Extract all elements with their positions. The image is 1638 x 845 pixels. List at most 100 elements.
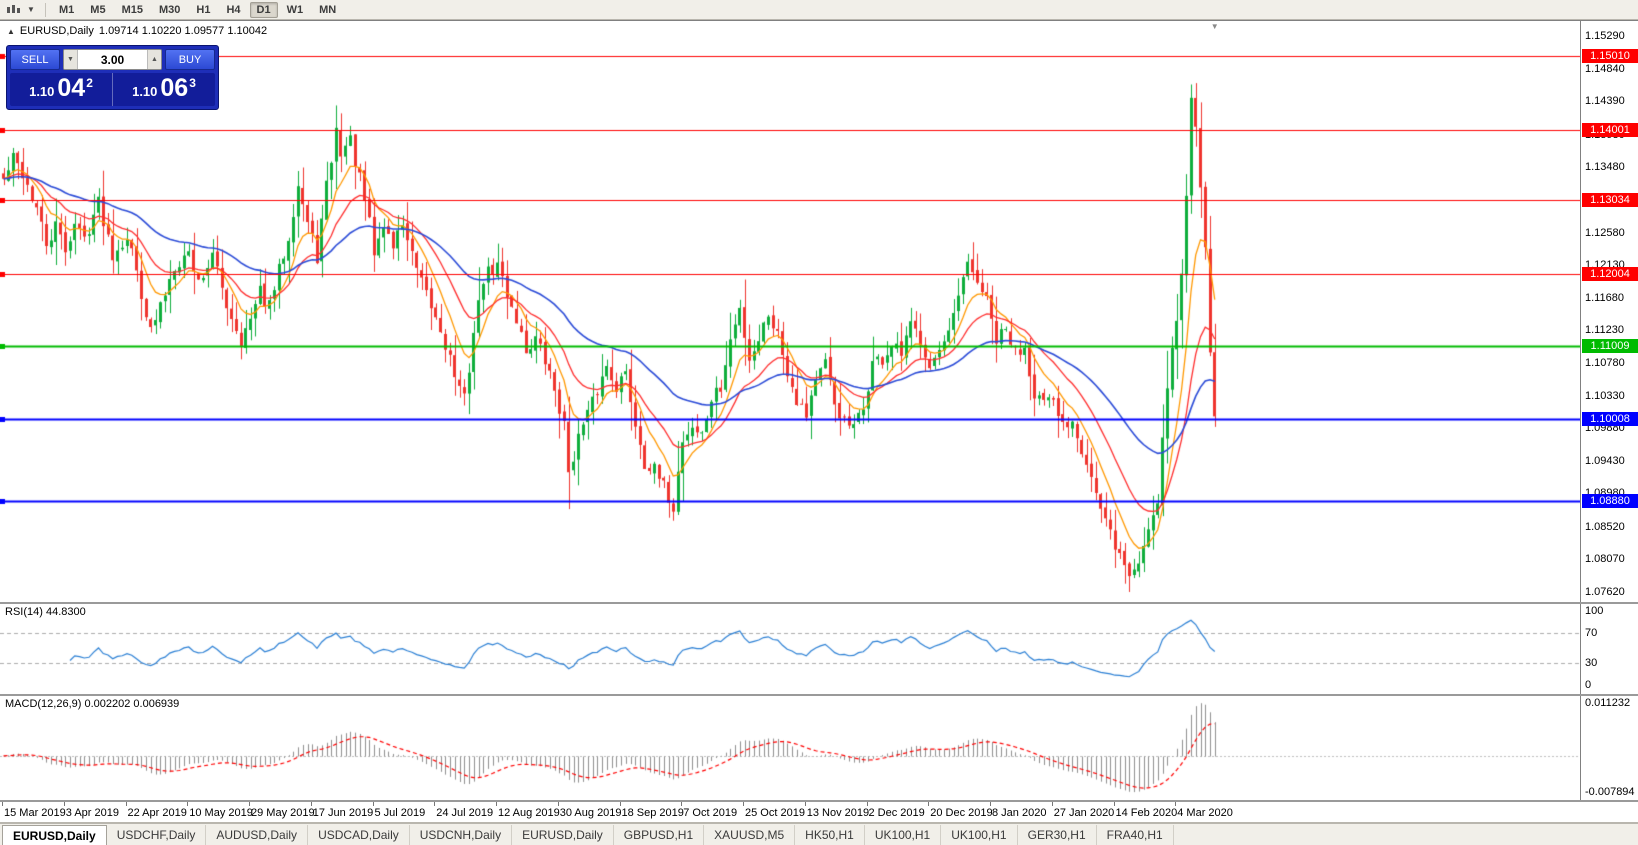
time-axis-tick [63,802,65,806]
sell-price[interactable]: 1.10 04 2 [10,73,113,106]
timeframe-button-mn[interactable]: MN [312,2,343,18]
time-axis-tick [1175,802,1177,806]
timeframe-buttons: M1 M5 M15 M30 H1 H4 D1 W1 MN [51,1,344,18]
price-axis-label: 1.09430 [1585,454,1625,467]
rsi-chart-canvas[interactable] [0,604,1580,694]
timeframe-button-d1[interactable]: D1 [249,1,278,18]
time-axis-tick [1051,802,1053,806]
price-axis-label: 1.10330 [1585,389,1625,402]
time-axis-label: 2 Dec 2019 [868,807,925,819]
chart-tab-1[interactable]: USDCHF,Daily [107,825,207,845]
chart-tab-0[interactable]: EURUSD,Daily [2,825,107,845]
price-chart-canvas[interactable] [0,21,1580,602]
price-axis-label: 1.08520 [1585,520,1625,533]
time-axis[interactable]: 15 Mar 2019 3 Apr 2019 22 Apr 2019 10 May 2… [0,802,1638,823]
time-axis-tick [866,802,868,806]
chart-tab-4[interactable]: USDCNH,Daily [410,825,513,845]
macd-axis[interactable]: 0.011232 -0.007894 [1580,696,1638,800]
timeframe-button-m5[interactable]: M5 [83,2,112,18]
price-level-tag: 1.11009 [1582,339,1638,354]
time-axis-label: 4 Mar 2020 [1177,807,1233,819]
time-axis-label: 13 Nov 2019 [806,807,870,819]
price-axis-label: 1.15290 [1585,30,1625,43]
macd-axis-label: 0.011232 [1585,697,1631,709]
volume-value[interactable]: 3.00 [100,52,125,67]
price-chart-panel: ▼ ▲ EURUSD,Daily 1.09714 1.10220 1.09577… [0,20,1638,604]
chart-tab-9[interactable]: UK100,H1 [865,825,942,845]
chart-tab-8[interactable]: HK50,H1 [795,825,865,845]
timeframe-button-m15[interactable]: M15 [115,2,150,18]
price-level-tag: 1.15010 [1582,49,1638,64]
chart-shift-marker-icon: ▼ [1210,22,1219,31]
time-axis-tick [681,802,683,806]
price-axis-label: 1.10780 [1585,356,1625,369]
time-axis-label: 10 May 2019 [189,807,253,819]
chart-tab-10[interactable]: UK100,H1 [941,825,1018,845]
time-axis-label: 14 Feb 2020 [1115,807,1178,819]
macd-axis-label: -0.007894 [1585,786,1635,798]
price-axis-label: 1.11230 [1585,324,1624,337]
rsi-axis-label: 100 [1585,605,1604,617]
rsi-axis[interactable]: 100 70 30 0 [1580,604,1638,694]
chart-tab-12[interactable]: FRA40,H1 [1097,825,1174,845]
chart-dropdown-icon[interactable]: ▼ [27,5,35,14]
timeframe-button-h1[interactable]: H1 [189,2,217,18]
one-click-collapse-icon[interactable]: ▲ [7,26,15,36]
time-axis-tick [557,802,559,806]
chart-ohlc-values: 1.09714 1.10220 1.09577 1.10042 [98,25,268,37]
price-axis[interactable]: 1.152901.148401.143901.139301.134801.130… [1580,21,1638,602]
time-axis-tick [310,802,312,806]
buy-price[interactable]: 1.10 06 3 [113,73,215,106]
buy-price-sup: 3 [189,76,196,90]
time-axis-tick [434,802,436,806]
time-axis-label: 30 Aug 2019 [559,807,622,819]
macd-chart-canvas[interactable] [0,696,1580,800]
macd-panel: MACD(12,26,9) 0.002202 0.006939 0.011232… [0,696,1638,802]
timeframe-button-m1[interactable]: M1 [52,2,81,18]
chart-type-icon[interactable] [4,2,22,18]
chart-tab-3[interactable]: USDCAD,Daily [308,825,410,845]
time-axis-tick [2,802,3,806]
price-axis-label: 1.13480 [1585,161,1625,174]
price-axis-label: 1.08070 [1585,553,1625,566]
sell-button[interactable]: SELL [10,49,60,70]
chart-tab-7[interactable]: XAUUSD,M5 [704,825,796,845]
price-axis-label: 1.14390 [1585,95,1625,108]
buy-button[interactable]: BUY [165,49,215,70]
time-axis-label: 18 Sep 2019 [621,807,684,819]
rsi-label: RSI(14) 44.8300 [5,606,86,618]
rsi-axis-label: 30 [1585,656,1598,669]
timeframe-button-h4[interactable]: H4 [219,2,247,18]
time-axis-tick [743,802,744,806]
volume-field: ▼ 3.00 ▲ [63,49,162,70]
time-axis-tick [496,802,497,806]
price-level-tag: 1.10008 [1582,411,1638,426]
time-axis-label: 17 Jun 2019 [312,807,374,819]
time-axis-tick [125,802,127,806]
price-level-tag: 1.13034 [1582,192,1638,207]
sell-price-sup: 2 [86,76,93,90]
time-axis-label: 12 Aug 2019 [498,807,560,819]
chart-tab-2[interactable]: AUDUSD,Daily [206,825,309,845]
chart-header: ▲ EURUSD,Daily 1.09714 1.10220 1.09577 1… [7,25,267,37]
chart-tab-5[interactable]: EURUSD,Daily [512,825,614,845]
buy-price-big: 06 [160,74,189,102]
rsi-axis-label: 70 [1585,627,1598,640]
time-axis-tick [187,802,189,806]
rsi-panel: RSI(14) 44.8300 100 70 30 0 [0,604,1638,696]
time-axis-tick [804,802,806,806]
toolbar-separator [45,2,46,17]
time-axis-label: 27 Jan 2020 [1053,807,1115,819]
timeframe-button-w1[interactable]: W1 [280,2,311,18]
time-axis-tick [928,802,930,806]
time-axis-tick [990,802,991,806]
volume-decrease-button[interactable]: ▼ [64,50,78,69]
timeframe-button-m30[interactable]: M30 [152,2,187,18]
time-axis-tick [249,802,250,806]
candlestick-glyph [7,4,20,13]
chart-tab-11[interactable]: GER30,H1 [1018,825,1097,845]
volume-increase-button[interactable]: ▲ [147,50,161,69]
chart-tab-6[interactable]: GBPUSD,H1 [614,825,705,845]
time-axis-tick [619,802,621,806]
price-level-tag: 1.12004 [1582,267,1638,282]
